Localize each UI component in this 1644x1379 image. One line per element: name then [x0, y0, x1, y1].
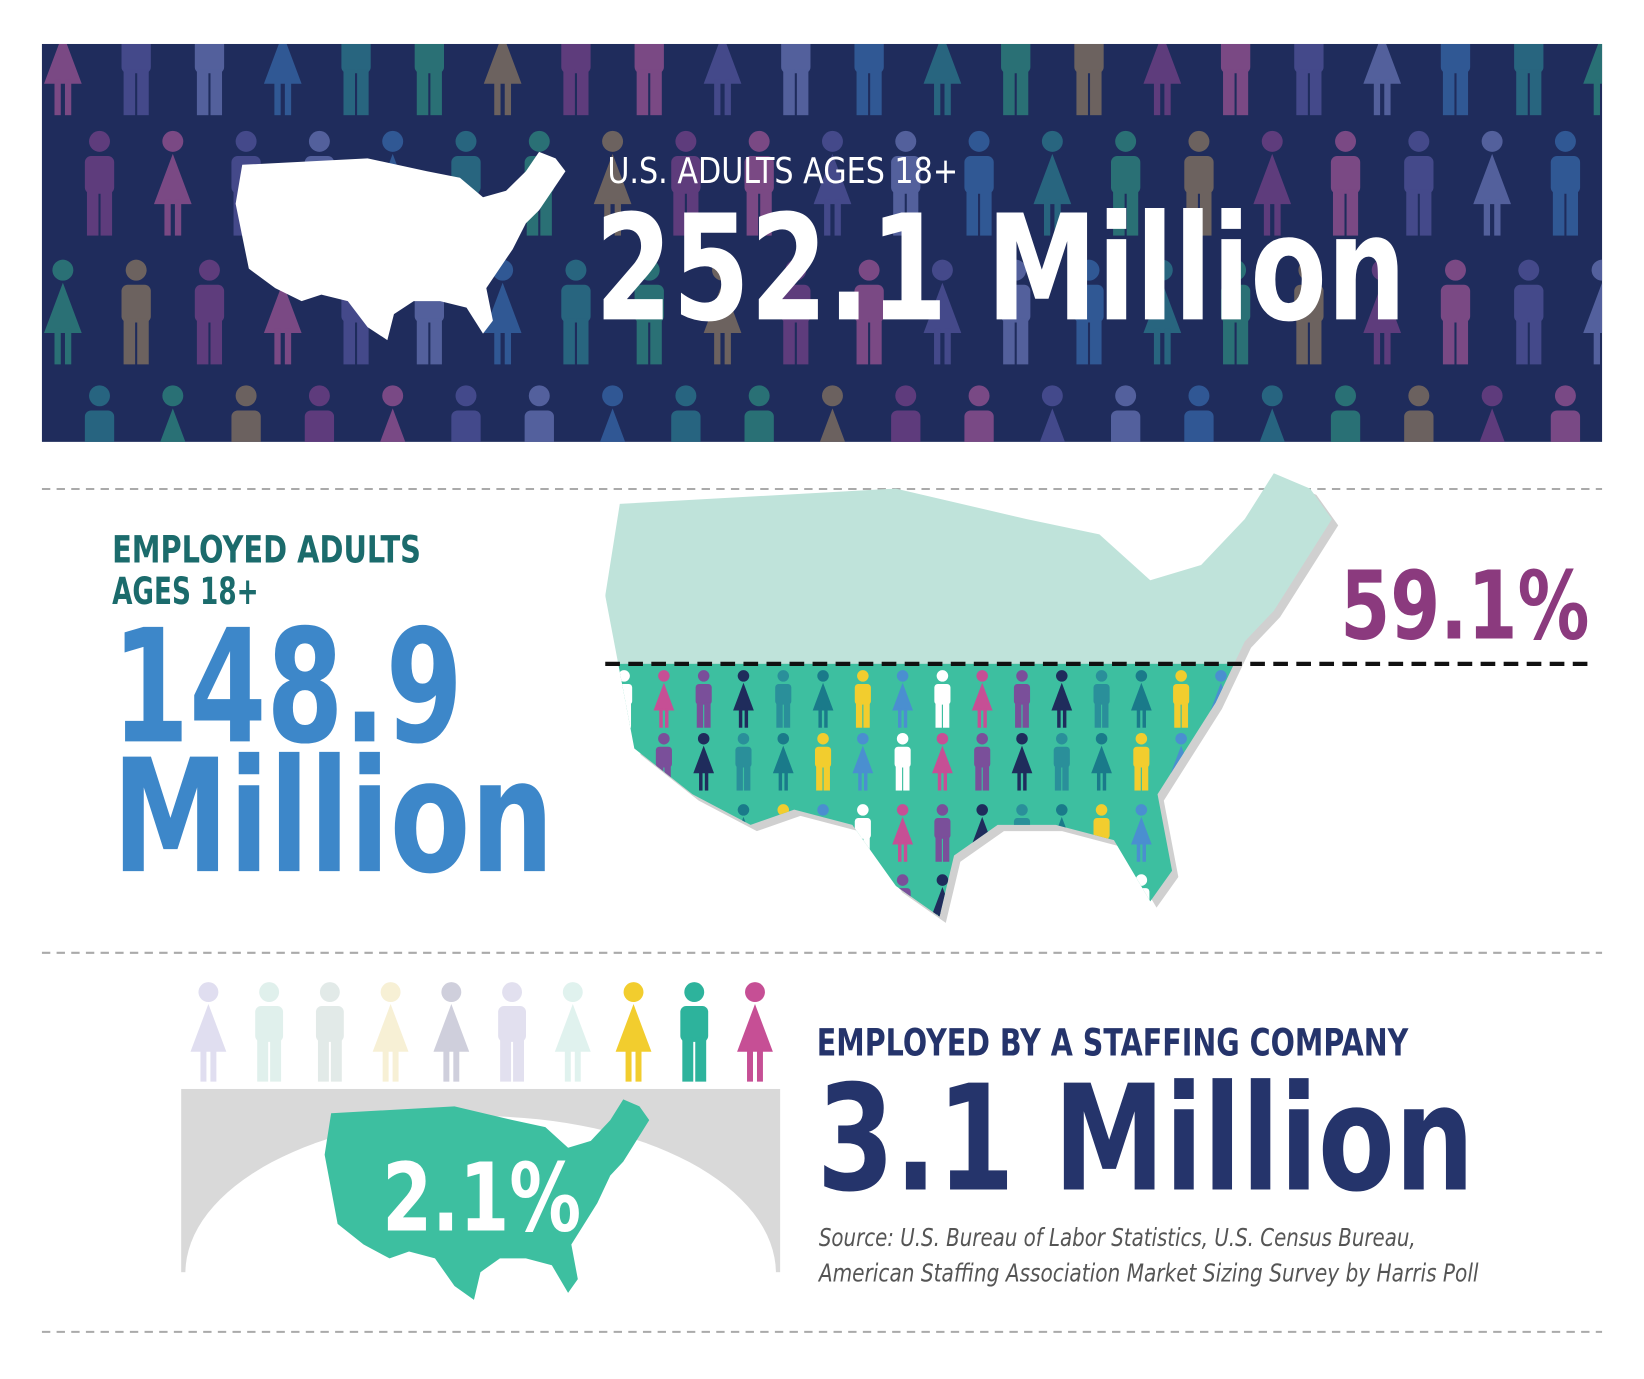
- person-icon: [974, 874, 991, 917]
- person-icon: [1212, 874, 1229, 917]
- person-icon: [1252, 670, 1269, 728]
- banner-label: U.S. ADULTS AGES 18+: [607, 151, 958, 192]
- person-icon: [814, 874, 832, 917]
- source-line: American Staffing Association Market Siz…: [817, 1259, 1478, 1288]
- person-icon: [1011, 874, 1033, 917]
- person-icon: [1212, 732, 1229, 791]
- person-icon: [616, 804, 633, 862]
- person-icon: [1252, 804, 1269, 862]
- person-icon: [554, 982, 591, 1082]
- person-icon: [372, 982, 409, 1082]
- us-map: [605, 473, 1332, 917]
- employed-share: 59.1%: [1340, 553, 1589, 662]
- person-icon: [0, 260, 4, 365]
- staffing-label: EMPLOYED BY A STAFFING COMPANY: [817, 1020, 1409, 1064]
- person-icon: [693, 874, 715, 917]
- source-line: Source: U.S. Bureau of Labor Statistics,…: [819, 1223, 1416, 1252]
- person-icon: [613, 874, 635, 917]
- person-icon: [737, 982, 773, 1082]
- person-icon: [613, 732, 635, 791]
- person-icon: [1173, 804, 1190, 862]
- person-icon: [315, 982, 344, 1082]
- person-icon: [772, 874, 794, 917]
- person-icon: [615, 982, 652, 1082]
- person-icon: [433, 982, 470, 1082]
- staffing-value: 3.1 Million: [817, 1053, 1475, 1224]
- person-icon: [852, 874, 874, 917]
- person-icon: [655, 874, 672, 917]
- employed-section: EMPLOYED ADULTS AGES 18+ 148.9 Million 5…: [112, 473, 1594, 923]
- banner-value: 252.1 Million: [595, 183, 1406, 354]
- person-icon: [680, 982, 709, 1082]
- employed-value: 148.9: [112, 596, 463, 779]
- person-icon: [498, 982, 526, 1082]
- staffing-section: 2.1% EMPLOYED BY A STAFFING COMPANY 3.1 …: [181, 982, 1479, 1379]
- person-icon: [735, 874, 752, 917]
- person-icon: [1210, 804, 1232, 862]
- person-icon: [255, 982, 284, 1082]
- map-upper: [605, 473, 1332, 664]
- staffing-share: 2.1%: [382, 1144, 581, 1253]
- employed-value: Million: [112, 726, 554, 909]
- person-icon: [12, 131, 41, 236]
- person-icon: [12, 385, 41, 490]
- person-icon: [1250, 874, 1272, 917]
- person-icon: [653, 804, 675, 862]
- employed-label: AGES 18+: [112, 569, 259, 613]
- person-icon: [1250, 732, 1272, 791]
- person-icon: [0, 10, 4, 115]
- employed-label: EMPLOYED ADULTS: [112, 527, 421, 571]
- person-icon: [190, 982, 227, 1082]
- person-icon: [1091, 874, 1112, 917]
- person-icon: [695, 804, 712, 862]
- banner: U.S. ADULTS AGES 18+ 252.1 Million: [0, 10, 1603, 490]
- person-icon: [1053, 874, 1070, 917]
- people-row: [190, 982, 773, 1082]
